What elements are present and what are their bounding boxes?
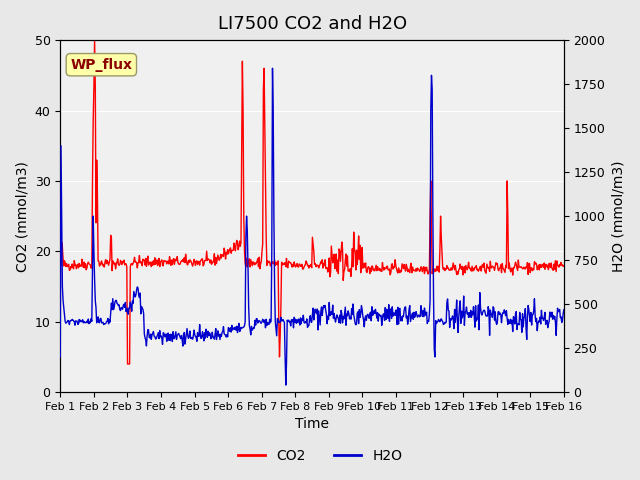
- Title: LI7500 CO2 and H2O: LI7500 CO2 and H2O: [218, 15, 406, 33]
- Legend: CO2, H2O: CO2, H2O: [232, 443, 408, 468]
- Text: WP_flux: WP_flux: [70, 58, 132, 72]
- Y-axis label: CO2 (mmol/m3): CO2 (mmol/m3): [15, 161, 29, 272]
- Y-axis label: H2O (mmol/m3): H2O (mmol/m3): [611, 160, 625, 272]
- X-axis label: Time: Time: [295, 418, 329, 432]
